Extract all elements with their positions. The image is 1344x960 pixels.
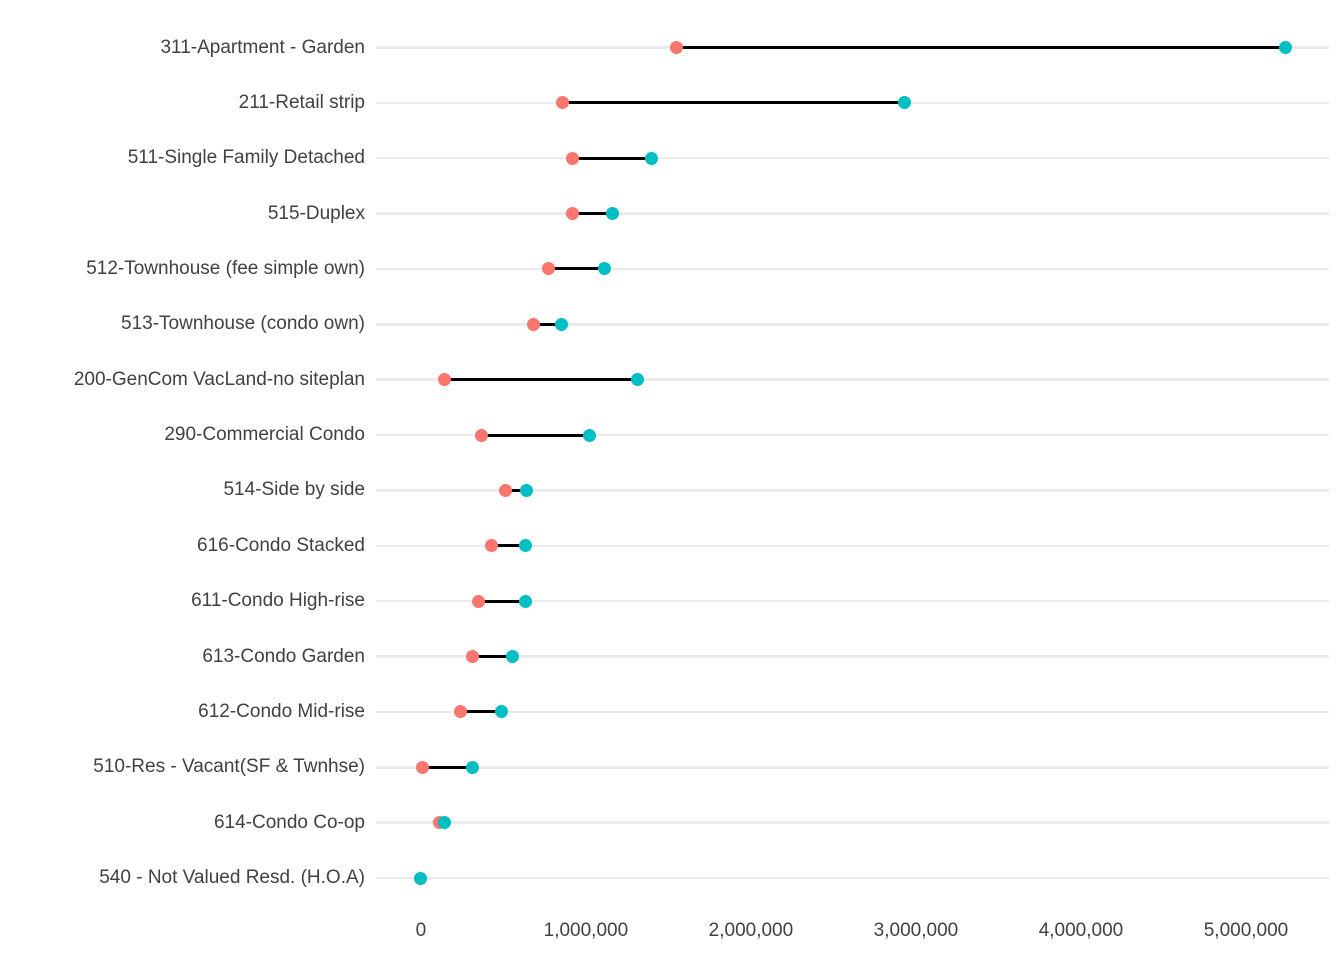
dot-start — [416, 760, 430, 774]
connector-line — [472, 655, 513, 659]
dot-start — [499, 483, 513, 497]
gridline — [376, 212, 1329, 215]
gridline — [376, 544, 1329, 548]
dot-end — [597, 262, 611, 276]
category-label: 512-Townhouse (fee simple own) — [86, 257, 365, 279]
dot-end — [519, 483, 533, 497]
dot-start — [527, 317, 541, 331]
gridline — [376, 710, 1329, 714]
gridline — [376, 101, 1329, 105]
connector-line — [562, 101, 905, 105]
category-label: 540 - Not Valued Resd. (H.O.A) — [99, 867, 365, 888]
dot-end — [605, 207, 619, 221]
dot-end — [897, 96, 911, 110]
category-label: 513-Townhouse (condo own) — [121, 313, 365, 335]
category-label: 511-Single Family Detached — [127, 147, 365, 169]
gridline — [376, 876, 1329, 880]
connector-line — [572, 212, 613, 216]
dot-start — [438, 373, 452, 387]
dot-end — [414, 871, 428, 885]
dot-end — [495, 705, 509, 719]
x-tick-label: 0 — [415, 920, 427, 941]
gridline — [376, 267, 1329, 271]
gridline — [376, 46, 1329, 49]
category-label: 616-Condo Stacked — [197, 534, 365, 556]
category-label: 311-Apartment - Garden — [160, 36, 365, 58]
dot-end — [519, 539, 533, 553]
connector-line — [444, 378, 638, 382]
gridline — [376, 433, 1329, 437]
dot-end — [438, 816, 452, 830]
connector-line — [505, 488, 527, 492]
connector-line — [439, 821, 445, 825]
gridline — [376, 378, 1329, 381]
connector-line — [676, 46, 1286, 49]
connector-line — [572, 156, 652, 160]
dot-start — [433, 816, 447, 830]
dot-start — [472, 594, 486, 608]
dot-end — [554, 317, 568, 331]
dot-start — [566, 151, 580, 165]
category-label: 612-Condo Mid-rise — [198, 700, 365, 722]
dot-end — [519, 594, 533, 608]
category-label: 515-Duplex — [267, 202, 365, 224]
dot-start — [566, 207, 580, 221]
x-tick-label: 1,000,000 — [543, 920, 629, 941]
connector-line — [533, 322, 562, 326]
connector-line — [481, 433, 590, 437]
gridline — [376, 766, 1329, 769]
dot-start — [453, 705, 467, 719]
dot-end — [582, 428, 596, 442]
x-tick-label: 5,000,000 — [1203, 920, 1289, 941]
connector-line — [478, 599, 526, 603]
x-tick-label: 2,000,000 — [708, 920, 794, 941]
category-label: 211-Retail strip — [238, 91, 365, 113]
dot-start — [556, 96, 570, 110]
category-label: 200-GenCom VacLand-no siteplan — [73, 368, 365, 390]
gridline — [376, 599, 1329, 603]
dot-start — [485, 539, 499, 553]
connector-line — [548, 267, 605, 271]
dot-end — [505, 650, 519, 664]
category-label: 510-Res - Vacant(SF & Twnhse) — [93, 756, 365, 778]
x-tick-label: 4,000,000 — [1038, 920, 1124, 941]
dot-end — [1279, 41, 1293, 54]
connector-line — [422, 765, 473, 769]
gridline — [376, 489, 1329, 492]
category-label: 613-Condo Garden — [202, 645, 365, 667]
category-label: 614-Condo Co-op — [213, 811, 365, 833]
gridline — [376, 821, 1329, 824]
dot-end — [466, 760, 480, 774]
dot-start — [670, 41, 684, 54]
x-tick-label: 3,000,000 — [873, 920, 959, 941]
gridline — [376, 323, 1329, 326]
dot-end — [631, 373, 645, 387]
dot-start — [465, 650, 479, 664]
dot-start — [542, 262, 556, 276]
connector-line — [491, 544, 526, 548]
connector-line — [460, 710, 502, 714]
category-label: 514-Side by side — [223, 479, 365, 501]
gridline — [376, 156, 1329, 160]
dot-start — [475, 428, 489, 442]
category-label: 290-Commercial Condo — [164, 424, 365, 446]
dot-end — [645, 151, 659, 165]
dot-start — [414, 871, 428, 885]
category-label: 611-Condo High-rise — [191, 590, 365, 612]
gridline — [376, 655, 1329, 658]
